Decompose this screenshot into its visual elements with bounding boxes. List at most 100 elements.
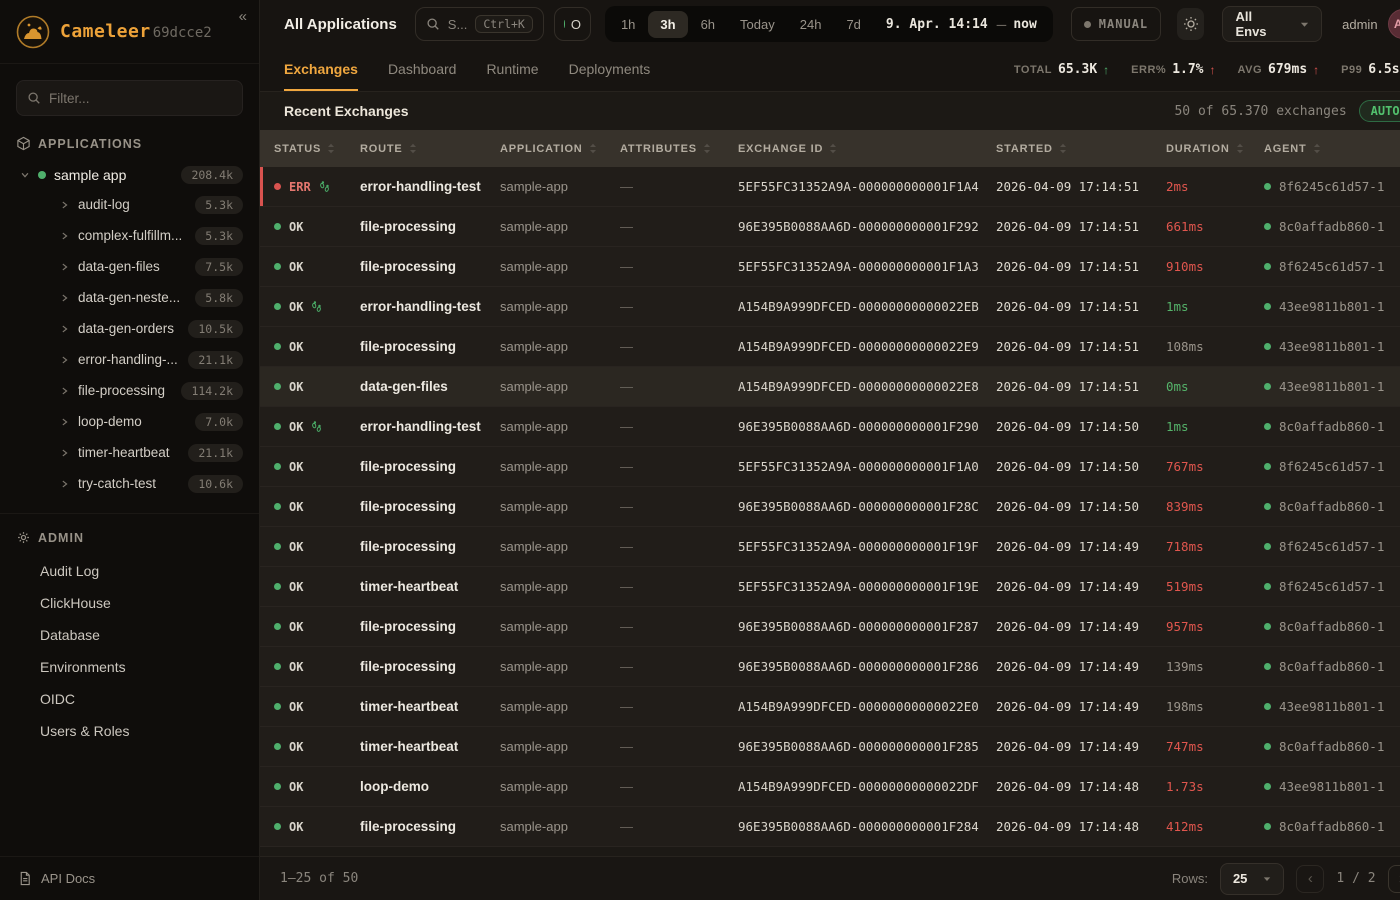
sidebar-route-item[interactable]: timer-heartbeat 21.1k — [0, 437, 259, 468]
sidebar-route-item[interactable]: data-gen-orders 10.5k — [0, 313, 259, 344]
sidebar-collapse-icon[interactable]: « — [238, 8, 247, 25]
sidebar-route-item[interactable]: data-gen-neste... 5.8k — [0, 282, 259, 313]
tab[interactable]: Dashboard — [387, 60, 457, 77]
route-cell: file-processing — [360, 819, 457, 834]
exchange-id-cell: 96E395B0088AA6D-000000000001F285 — [738, 739, 979, 754]
table-row[interactable]: OK file-processing sample-app — 5EF55FC3… — [260, 447, 1400, 487]
application-cell: sample-app — [500, 739, 568, 754]
agent-status-dot — [1264, 543, 1271, 550]
api-docs-link[interactable]: API Docs — [0, 856, 259, 900]
table-row[interactable]: OK loop-demo sample-app — A154B9A999DFCE… — [260, 767, 1400, 807]
admin-menu-item[interactable]: OIDC — [40, 691, 75, 707]
tab[interactable]: Runtime — [486, 60, 539, 77]
applications-section-header: APPLICATIONS — [0, 132, 259, 161]
table-row[interactable]: OK file-processing sample-app — A154B9A9… — [260, 327, 1400, 367]
tab[interactable]: Deployments — [568, 60, 651, 77]
table-row[interactable]: OK file-processing sample-app — 96E395B0… — [260, 487, 1400, 527]
route-count-badge: 5.3k — [195, 195, 243, 214]
column-header[interactable]: ROUTE — [360, 143, 500, 155]
sort-icon — [327, 143, 335, 154]
sidebar-route-item[interactable]: file-processing 114.2k — [0, 375, 259, 406]
avatar[interactable]: AD — [1387, 9, 1400, 39]
sidebar-route-item[interactable]: loop-demo 7.0k — [0, 406, 259, 437]
time-range-button[interactable]: 1h — [620, 16, 636, 32]
app-count-badge: 208.4k — [181, 166, 243, 184]
route-count-badge: 21.1k — [188, 350, 243, 369]
agent-cell: 8f6245c61d57-1 — [1264, 539, 1400, 554]
table-row[interactable]: OK timer-heartbeat sample-app — A154B9A9… — [260, 687, 1400, 727]
global-search-button[interactable]: S... Ctrl+K — [414, 7, 544, 41]
status-cell: OK — [274, 700, 360, 714]
sidebar-route-item[interactable]: error-handling-... 21.1k — [0, 344, 259, 375]
column-header[interactable]: STARTED — [996, 143, 1166, 155]
status-label: OK — [289, 539, 304, 554]
time-range-group: 1h 3h 6h Today 24h 7d 9. Apr. 14:14 – no… — [604, 6, 1053, 42]
table-row[interactable]: OK file-processing sample-app — 96E395B0… — [260, 207, 1400, 247]
sidebar-route-item[interactable]: try-catch-test 10.6k — [0, 468, 259, 499]
agent-status-dot — [1264, 263, 1271, 270]
time-range-button[interactable]: 7d — [846, 16, 861, 32]
auto-refresh-badge[interactable]: AUTO — [1358, 100, 1400, 122]
manual-refresh-button[interactable]: MANUAL — [1070, 7, 1162, 41]
route-item-label: loop-demo — [78, 414, 142, 429]
column-header[interactable]: STATUS — [274, 143, 360, 155]
status-dot — [274, 263, 281, 270]
online-toggle-button[interactable]: O — [553, 7, 591, 41]
table-row[interactable]: OK error-handling-test sample-app — A154… — [260, 287, 1400, 327]
next-page-button[interactable]: › — [1387, 864, 1400, 893]
table-row[interactable]: OK file-processing sample-app — 5EF55FC3… — [260, 527, 1400, 567]
table-body: ERR error-handling-test sample-app — 5EF… — [260, 167, 1400, 856]
status-cell: OK — [274, 580, 360, 594]
table-row[interactable]: OK error-handling-test sample-app — 96E3… — [260, 407, 1400, 447]
route-cell: file-processing — [360, 459, 457, 474]
tab[interactable]: Exchanges — [284, 48, 358, 91]
column-header[interactable]: APPLICATION — [500, 143, 620, 155]
admin-menu-item[interactable]: Database — [40, 627, 100, 643]
table-row[interactable]: OK file-processing sample-app — 5EF55FC3… — [260, 247, 1400, 287]
footprints-icon — [319, 180, 330, 193]
table-row[interactable]: ERR error-handling-test sample-app — 5EF… — [260, 167, 1400, 207]
rows-per-page-select[interactable]: 25 — [1219, 862, 1285, 895]
status-cell: OK — [274, 660, 360, 674]
previous-page-button[interactable]: ‹ — [1296, 864, 1325, 893]
chevron-right-icon — [60, 262, 69, 272]
admin-menu-item[interactable]: ClickHouse — [40, 595, 111, 611]
table-row[interactable]: OK file-processing sample-app — 96E395B0… — [260, 647, 1400, 687]
time-range-button[interactable]: 6h — [700, 16, 716, 32]
date-from-value[interactable]: 9. Apr. 14:14 — [874, 17, 994, 32]
column-header[interactable]: ATTRIBUTES — [620, 143, 738, 155]
column-header-label: DURATION — [1166, 142, 1230, 155]
time-range-button[interactable]: 3h — [648, 10, 688, 38]
status-dot — [274, 743, 281, 750]
time-range-button[interactable]: Today — [740, 16, 775, 32]
user-menu[interactable]: admin AD — [1342, 9, 1400, 39]
sidebar-route-item[interactable]: complex-fulfillm... 5.3k — [0, 220, 259, 251]
date-to-value[interactable]: now — [1013, 16, 1037, 32]
route-cell: error-handling-test — [360, 419, 481, 434]
theme-toggle-button[interactable] — [1177, 8, 1205, 40]
time-range-button[interactable]: 24h — [799, 16, 822, 32]
sidebar-item-sample-app[interactable]: sample app 208.4k — [0, 161, 259, 189]
table-row[interactable]: OK timer-heartbeat sample-app — 5EF55FC3… — [260, 567, 1400, 607]
sidebar-route-item[interactable]: data-gen-files 7.5k — [0, 251, 259, 282]
table-row[interactable]: OK file-processing sample-app — 96E395B0… — [260, 607, 1400, 647]
status-cell: OK — [274, 220, 360, 234]
filter-input[interactable] — [49, 90, 232, 106]
admin-menu-item[interactable]: Users & Roles — [40, 723, 130, 739]
table-row[interactable]: OK timer-heartbeat sample-app — 96E395B0… — [260, 727, 1400, 767]
online-label: O — [570, 16, 581, 32]
column-header-label: STARTED — [996, 142, 1053, 155]
column-header[interactable]: AGENT — [1264, 143, 1400, 155]
status-cell: OK — [274, 740, 360, 754]
admin-menu-item[interactable]: Environments — [40, 659, 126, 675]
admin-menu-item[interactable]: Audit Log — [40, 563, 100, 579]
column-header[interactable]: DURATION — [1166, 143, 1264, 155]
sidebar-route-item[interactable]: audit-log 5.3k — [0, 189, 259, 220]
date-from-text: 9. Apr. 14:14 — [885, 16, 988, 32]
table-row[interactable]: OK data-gen-files sample-app — A154B9A99… — [260, 367, 1400, 407]
column-header[interactable]: EXCHANGE ID — [738, 143, 996, 155]
agent-cell: 8f6245c61d57-1 — [1264, 579, 1400, 594]
attributes-cell: — — [620, 259, 633, 274]
environment-select[interactable]: All Envs — [1222, 6, 1323, 42]
table-row[interactable]: OK file-processing sample-app — 96E395B0… — [260, 807, 1400, 847]
